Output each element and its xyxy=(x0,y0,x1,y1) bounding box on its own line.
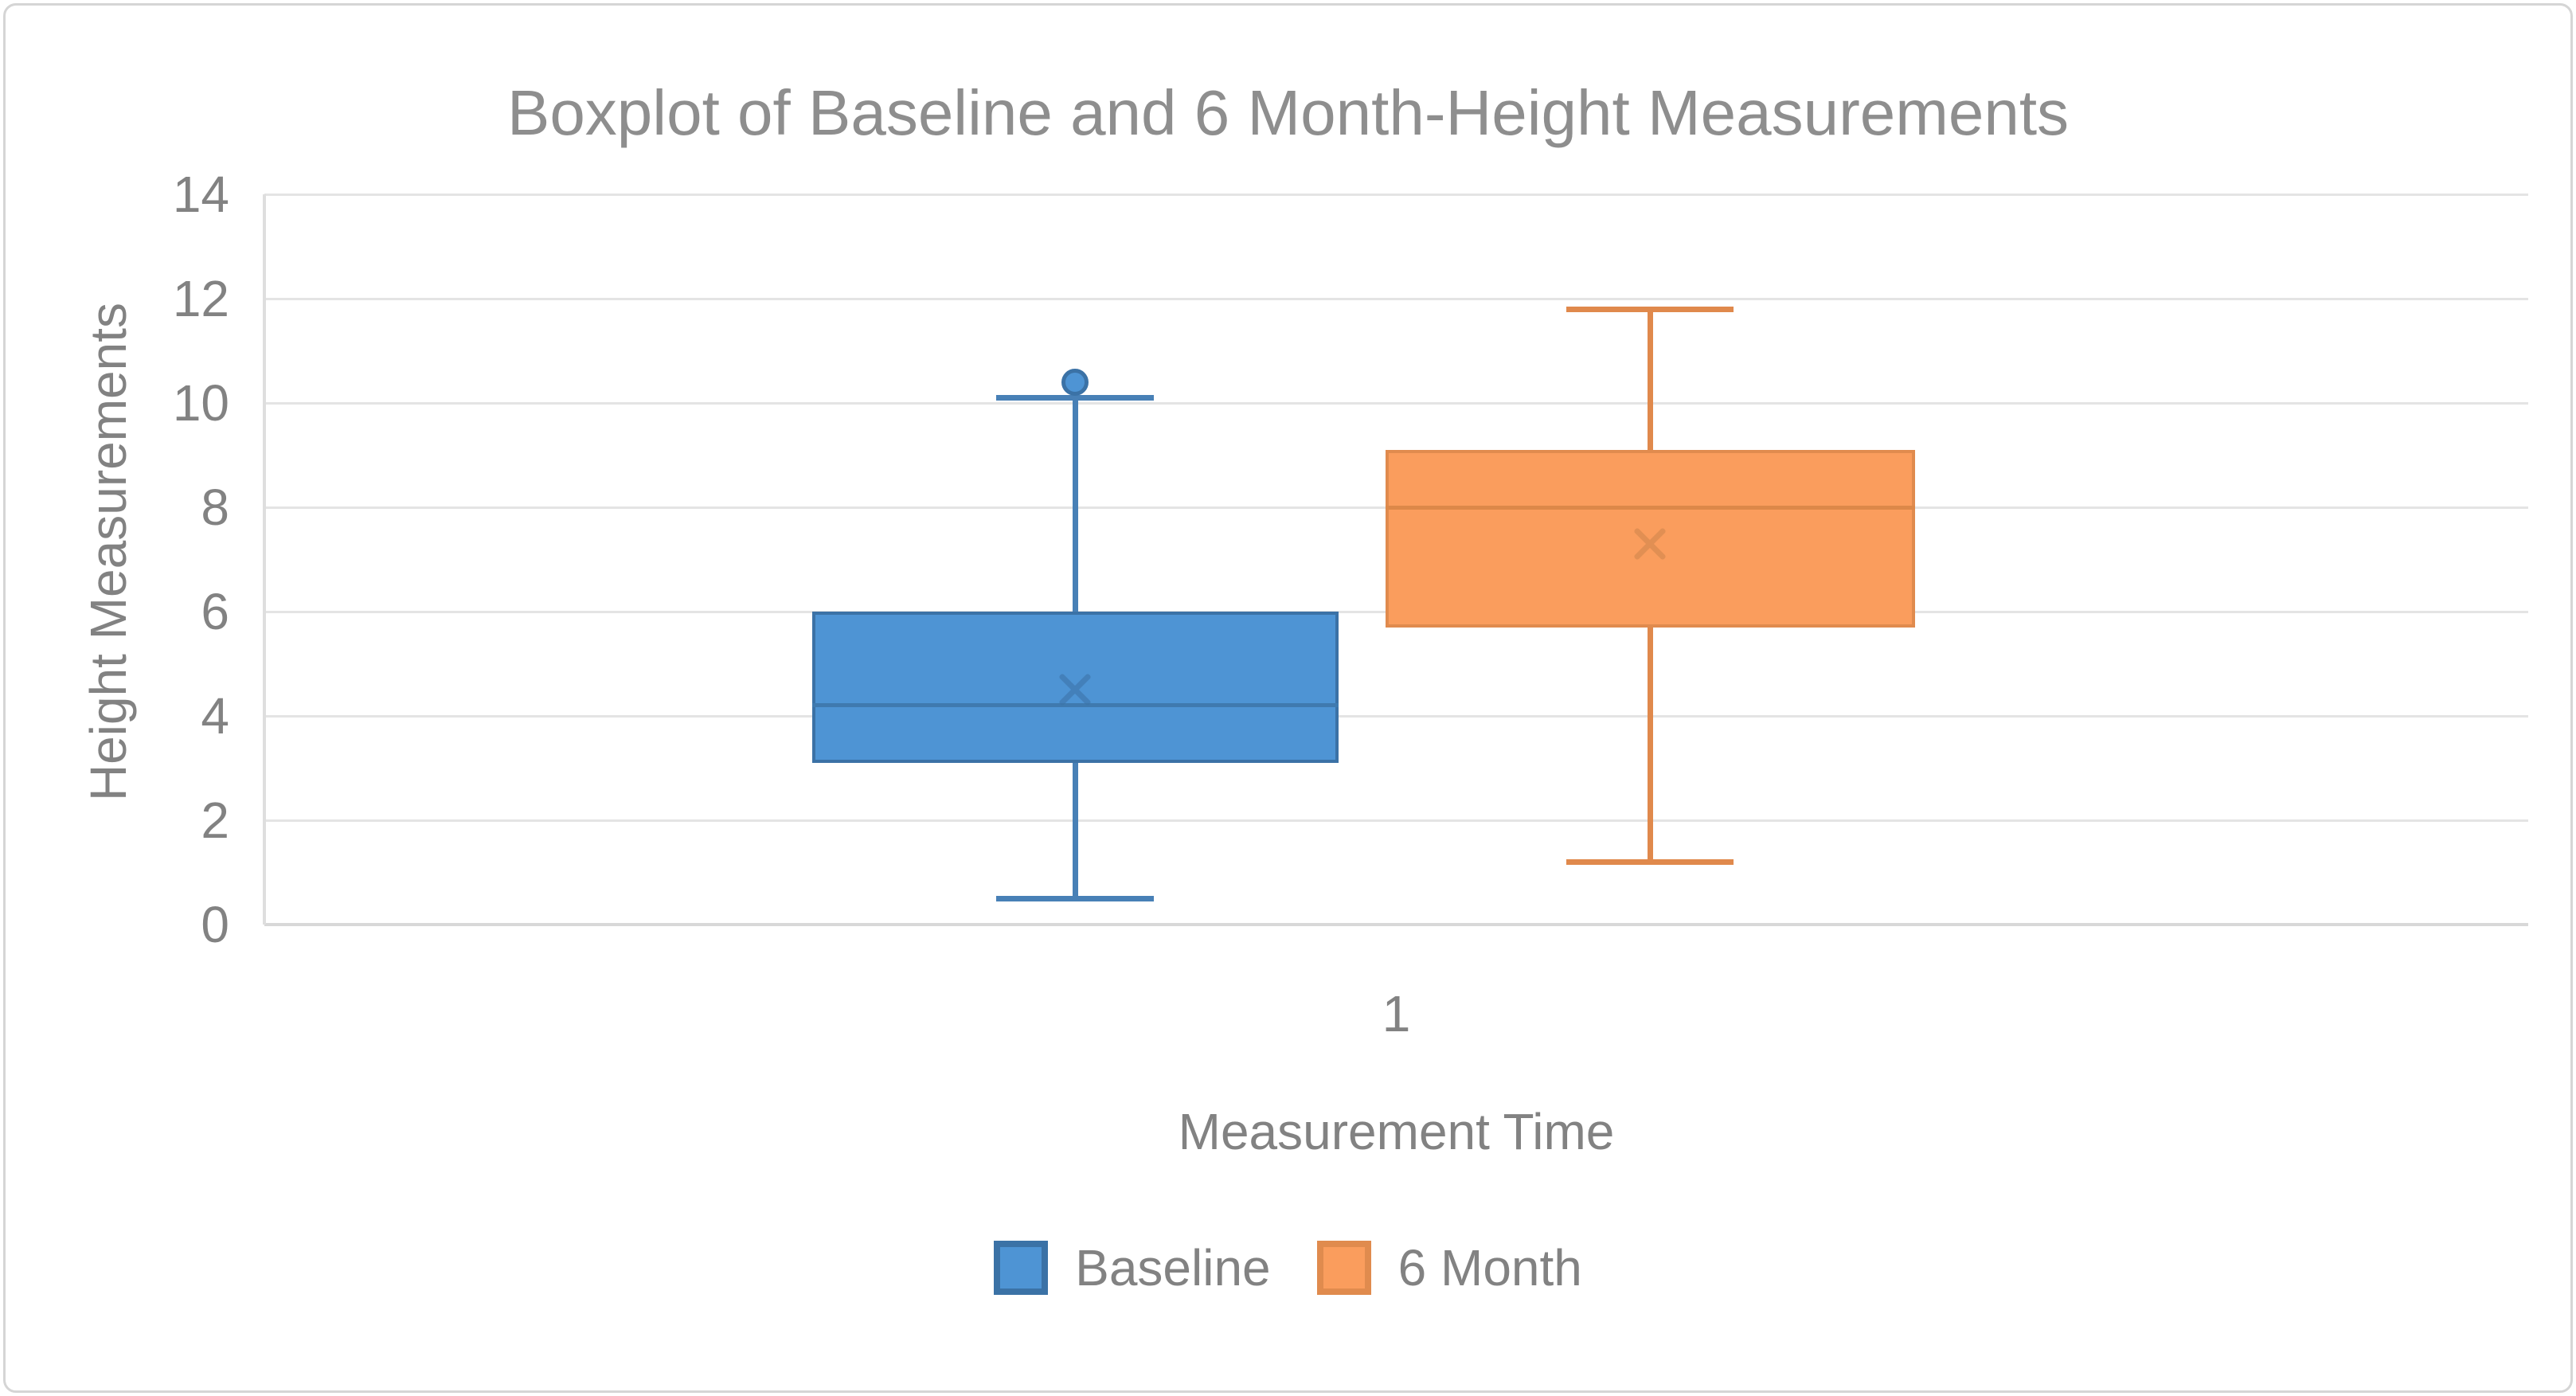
6-month-upper-whisker xyxy=(1647,309,1653,450)
y-tick-label: 8 xyxy=(201,479,229,536)
chart-title: Boxplot of Baseline and 6 Month-Height M… xyxy=(506,77,2070,148)
6month-legend-label: 6 Month xyxy=(1397,1239,1582,1296)
6-month-lower-whisker xyxy=(1647,627,1653,862)
baseline-upper-whisker-cap xyxy=(996,395,1154,401)
6-month-lower-whisker-cap xyxy=(1566,859,1734,866)
y-tick-label: 12 xyxy=(172,270,229,327)
y-tick-label: 10 xyxy=(172,374,229,432)
6month-legend-swatch xyxy=(1316,1241,1371,1295)
x-axis-line xyxy=(264,923,2528,926)
y-tick-label: 6 xyxy=(201,583,229,640)
y-gridline xyxy=(264,401,2528,405)
6-month-mean-marker xyxy=(1629,523,1671,565)
6-month-median-line xyxy=(1385,505,1915,510)
y-gridline xyxy=(264,297,2528,300)
y-axis-title: Height Measurements xyxy=(80,302,137,802)
y-tick-label: 0 xyxy=(201,896,229,953)
y-tick-label: 4 xyxy=(201,687,229,745)
y-axis-line xyxy=(263,194,266,925)
baseline-lower-whisker xyxy=(1072,762,1078,899)
x-axis-title: Measurement Time xyxy=(1178,1103,1615,1160)
baseline-lower-whisker-cap xyxy=(996,896,1154,902)
y-tick-label: 2 xyxy=(201,792,229,849)
y-gridline xyxy=(264,714,2528,718)
legend-item-baseline: Baseline xyxy=(994,1241,1271,1295)
6-month-upper-whisker-cap xyxy=(1566,307,1734,313)
baseline-outlier-point xyxy=(1061,368,1089,396)
legend-item-6month: 6 Month xyxy=(1316,1239,1582,1296)
baseline-upper-whisker xyxy=(1072,397,1078,612)
legend: Baseline 6 Month xyxy=(0,1236,2576,1300)
y-gridline xyxy=(264,193,2528,196)
y-tick-label: 14 xyxy=(172,166,229,223)
baseline-legend-label: Baseline xyxy=(1075,1239,1271,1296)
y-gridline xyxy=(264,819,2528,822)
baseline-mean-marker xyxy=(1054,669,1096,710)
x-category-label: 1 xyxy=(1382,985,1411,1042)
6-month-box xyxy=(1385,449,1915,628)
baseline-median-line xyxy=(811,703,1339,708)
baseline-legend-swatch xyxy=(994,1241,1049,1295)
